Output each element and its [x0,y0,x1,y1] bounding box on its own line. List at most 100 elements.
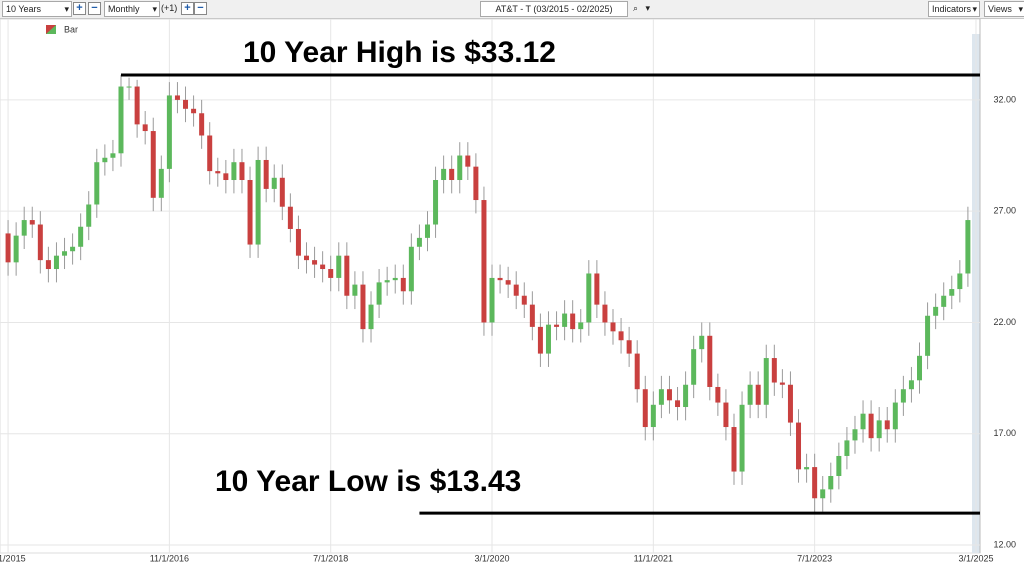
candle-body [933,306,939,316]
candle-body [852,429,858,441]
candle-body [94,162,100,205]
candle-body [554,324,560,327]
candle-body [949,289,955,296]
candle-body [449,168,455,181]
candle-body [166,95,172,169]
search-button[interactable]: ⌕ [630,1,652,15]
views-button[interactable]: Views [984,1,1024,17]
candle-body [408,246,414,292]
indicators-button[interactable]: Indicators [928,1,980,17]
candle-body [562,313,568,327]
candle-body [723,402,729,428]
y-tick-label: 17.00 [993,428,1016,438]
candle-body [328,269,334,278]
zoom-out[interactable]: − [88,2,101,15]
candle-body [255,159,261,245]
candle-body [110,153,116,158]
candle-body [118,86,124,154]
offset: (+1) [161,3,178,13]
candle-body [231,162,237,181]
candle-body [45,260,51,270]
candle-body [457,155,463,181]
candle-body [320,264,326,270]
candle-body [344,255,350,296]
candle-body [400,277,406,292]
candle-body [771,358,777,383]
candle-body [642,389,648,428]
candle-body [384,280,390,283]
candle-body [900,389,906,403]
candle-body [699,335,705,350]
x-tick-label: 7/1/2018 [313,553,348,563]
candle-body [739,404,745,472]
candle-body [199,113,205,136]
candle-body [70,246,76,252]
candle-body [376,282,382,305]
x-tick-label: 3/1/2020 [474,553,509,563]
candle-body [731,427,737,472]
symbol-box[interactable]: AT&T - T (03/2015 - 02/2025) [480,1,628,17]
candle-body [626,340,632,354]
candle-body [392,277,398,281]
legend-swatch-up [46,25,56,34]
candle-body [529,304,535,327]
candle-body [465,155,471,167]
candle-body [941,295,947,307]
candle-body [691,349,697,385]
candle-body [634,353,640,390]
candle-body [513,284,519,296]
candle-body [62,251,68,256]
candle-body [675,400,681,408]
candle-body [892,402,898,430]
candle-body [352,284,358,296]
candle-body [5,233,11,263]
y-tick-label: 32.00 [993,94,1016,104]
candle-body [134,86,140,125]
interval-select[interactable]: Monthly [104,1,160,17]
candle-body [304,255,310,261]
candle-body [29,220,35,225]
candle-body [860,413,866,430]
candle-body [666,389,672,401]
candle-body [868,413,874,439]
candle-body [481,200,487,323]
x-tick-label: 3/1/2015 [0,553,26,563]
candle-body [804,467,810,470]
candle-body [521,295,527,305]
candle-body [812,467,818,499]
candle-body [586,273,592,323]
candle-body [424,224,430,238]
candle-body [779,382,785,385]
candle-body [215,171,221,174]
candle-body [917,355,923,381]
candle-body [650,404,656,428]
candle-body [707,335,713,387]
candle-body [312,260,318,265]
candle-body [570,313,576,330]
y-tick-label: 27.00 [993,206,1016,216]
candle-body [489,277,495,323]
candle-body [360,284,366,330]
candle-body [473,166,479,201]
candle-body [416,237,422,247]
range-select[interactable]: 10 Years [2,1,72,17]
candle-body [965,220,971,274]
offset-plus[interactable]: + [181,2,194,15]
candle-body [78,226,84,247]
offset-minus[interactable]: − [194,2,207,15]
candle-body [658,389,664,405]
candle-body [594,273,600,305]
candle-body [505,280,511,285]
candle-body [755,384,761,405]
toolbar: 10 Years + − Monthly (+1) + − AT&T - T (… [0,0,1024,19]
candle-body [263,159,269,189]
candle-body [295,228,301,256]
candle-body [287,206,293,229]
candle-body [86,204,92,227]
candle-body [126,86,132,88]
candle-body [610,322,616,332]
candle-body [13,235,19,263]
zoom-in[interactable]: + [73,2,86,15]
